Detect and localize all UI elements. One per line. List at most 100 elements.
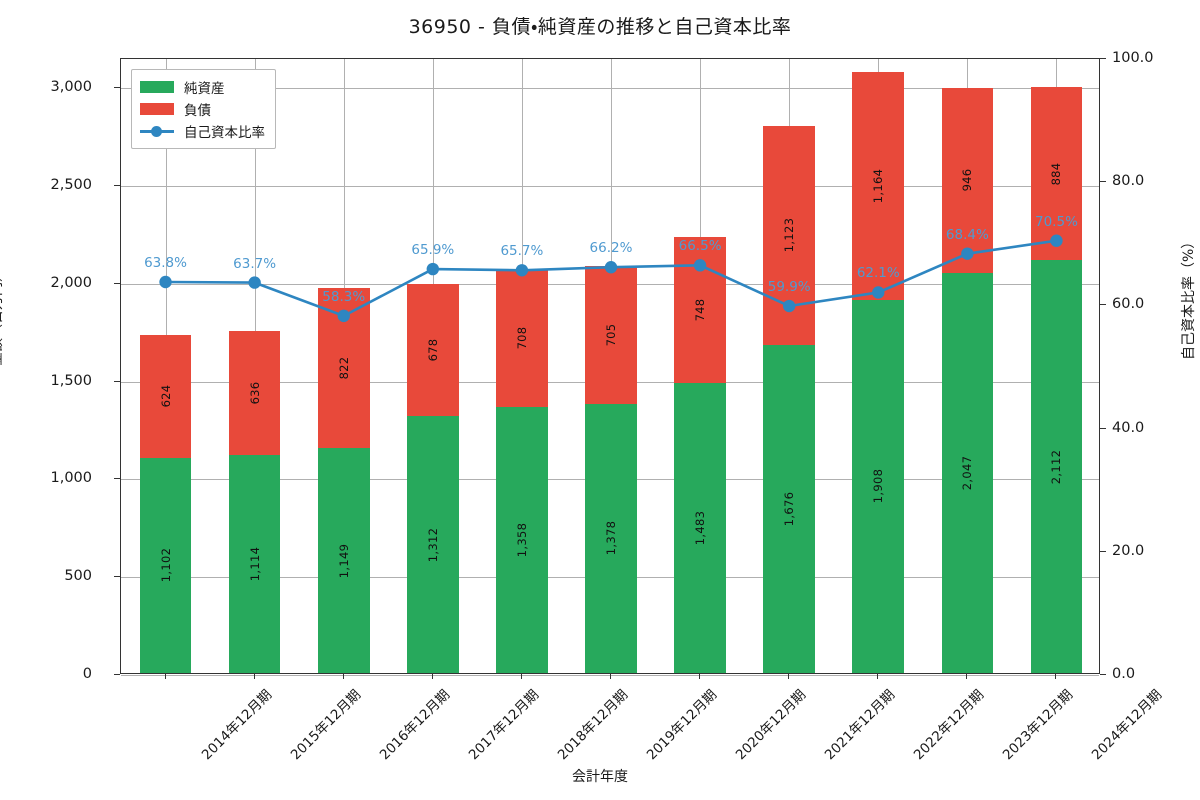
- bar-segment-equity[interactable]: 1,114: [228, 455, 281, 673]
- bar-value-label-liabilities: 822: [336, 356, 351, 380]
- legend-swatch-liabilities: [140, 103, 174, 115]
- bar-segment-equity[interactable]: 1,149: [317, 448, 370, 673]
- legend-label-equity-ratio: 自己資本比率: [184, 125, 265, 141]
- bar-segment-equity[interactable]: 1,908: [852, 299, 905, 673]
- x-axis-tick-label: 2023年12月期: [1000, 686, 1077, 764]
- y-axis-right-tick-mark: [1100, 674, 1106, 675]
- bar-value-label-equity: 1,102: [158, 548, 173, 583]
- gridline-horizontal: [121, 186, 1099, 188]
- bar-value-label-liabilities: 705: [603, 323, 618, 347]
- y-axis-right-tick-label: 60.0: [1112, 296, 1145, 313]
- bar-value-label-equity: 1,114: [247, 546, 262, 582]
- chart-title: 36950 - 負債・純資産の推移と自己資本比率: [408, 16, 792, 38]
- bar-value-label-liabilities: 624: [158, 385, 173, 408]
- x-axis-tick-label: 2022年12月期: [911, 686, 988, 764]
- bar-segment-equity[interactable]: 1,102: [139, 457, 192, 673]
- bar-group[interactable]: 1,378 705: [585, 265, 637, 673]
- bar-segment-equity[interactable]: 1,483: [674, 383, 726, 673]
- x-axis-tick-mark: [699, 674, 701, 679]
- bar-value-label-liabilities: 946: [960, 168, 975, 192]
- bar-group[interactable]: 1,149 822: [317, 287, 370, 673]
- bar-group[interactable]: 1,114 636: [228, 330, 281, 673]
- legend-item-liabilities: 負債: [140, 98, 265, 120]
- y-axis-left-tick-mark: [114, 576, 120, 578]
- bar-segment-liabilities[interactable]: 946: [941, 87, 994, 273]
- bar-segment-liabilities[interactable]: 624: [139, 335, 192, 458]
- x-axis-tick-mark: [788, 674, 790, 679]
- bar-value-label-equity: 1,676: [782, 491, 797, 527]
- y-axis-left-tick-mark: [114, 282, 120, 284]
- y-axis-right-tick-label: 20.0: [1112, 542, 1145, 559]
- y-axis-right-tick-mark: [1100, 427, 1106, 429]
- bar-group[interactable]: 1,312 678: [406, 283, 459, 673]
- y-axis-left-tick-mark: [114, 380, 120, 382]
- legend-item-equity-ratio: 自己資本比率: [140, 120, 265, 142]
- bar-segment-liabilities[interactable]: 1,123: [763, 125, 816, 346]
- y-axis-left-tick-label: 3,000: [50, 79, 92, 96]
- x-axis-label: 会計年度: [572, 769, 628, 785]
- x-axis-tick-mark: [1055, 674, 1057, 679]
- bar-segment-liabilities[interactable]: 708: [496, 268, 548, 408]
- ratio-value-label: 65.9%: [411, 242, 455, 259]
- ratio-value-label: 58.3%: [322, 288, 366, 305]
- ratio-value-label: 62.1%: [856, 265, 900, 282]
- bar-group[interactable]: 1,483 748: [674, 236, 726, 673]
- legend-label-equity: 純資産: [184, 81, 225, 97]
- x-axis-tick-label: 2015年12月期: [287, 686, 364, 764]
- y-axis-left-tick-label: 0: [82, 666, 92, 682]
- x-axis-tick-mark: [253, 674, 255, 679]
- x-axis-tick-label: 2018年12月期: [554, 686, 632, 764]
- ratio-value-label: 66.5%: [678, 238, 722, 255]
- y-axis-right-tick-mark: [1100, 304, 1106, 306]
- y-axis-right-tick-mark: [1100, 181, 1106, 183]
- x-axis-tick-mark: [431, 674, 433, 679]
- bar-segment-liabilities[interactable]: 884: [1030, 87, 1083, 260]
- bar-value-label-equity: 1,149: [336, 543, 351, 578]
- bar-value-label-liabilities: 708: [514, 326, 529, 350]
- x-axis-tick-label: 2020年12月期: [732, 686, 810, 764]
- y-axis-left-tick-label: 2,000: [50, 274, 92, 291]
- ratio-value-label: 63.7%: [233, 255, 277, 272]
- bar-segment-equity[interactable]: 2,112: [1030, 260, 1083, 673]
- y-axis-right-tick-label: 80.0: [1112, 173, 1145, 190]
- bar-value-label-equity: 1,378: [603, 521, 618, 556]
- bar-value-label-liabilities: 636: [247, 381, 262, 405]
- gridline-horizontal: [121, 88, 1099, 90]
- bar-segment-liabilities[interactable]: 748: [674, 236, 726, 383]
- bar-group[interactable]: 1,102 624: [139, 335, 192, 673]
- bar-group[interactable]: 1,908 1,164: [852, 72, 905, 673]
- bar-segment-liabilities[interactable]: 678: [406, 283, 459, 417]
- bar-group[interactable]: 1,358 708: [496, 268, 548, 673]
- y-axis-right-tick-label: 0.0: [1112, 666, 1136, 682]
- x-axis-tick-mark: [520, 674, 522, 679]
- bar-group[interactable]: 2,112 884: [1030, 87, 1083, 673]
- bar-value-label-equity: 1,358: [514, 523, 529, 558]
- bar-value-label-equity: 2,047: [960, 455, 975, 491]
- bar-segment-liabilities[interactable]: 822: [317, 287, 370, 449]
- x-axis-tick-label: 2024年12月期: [1089, 686, 1166, 764]
- bar-segment-equity[interactable]: 2,047: [941, 272, 994, 673]
- bar-segment-liabilities[interactable]: 705: [585, 265, 637, 404]
- y-axis-left-tick-label: 500: [64, 568, 92, 585]
- bar-value-label-equity: 1,483: [693, 510, 708, 546]
- ratio-value-label: 63.8%: [144, 254, 187, 271]
- bar-segment-equity[interactable]: 1,358: [496, 407, 548, 673]
- bar-group[interactable]: 2,047 946: [941, 87, 994, 673]
- bar-segment-equity[interactable]: 1,676: [763, 345, 816, 673]
- bar-group[interactable]: 1,676 1,123: [763, 125, 816, 673]
- x-axis-tick-mark: [966, 674, 968, 679]
- ratio-value-label: 68.4%: [945, 226, 989, 243]
- bar-segment-liabilities[interactable]: 636: [228, 330, 281, 456]
- y-axis-left-tick-label: 2,500: [50, 177, 92, 194]
- y-axis-left-tick-label: 1,500: [50, 372, 92, 389]
- y-axis-right-label: 自己資本比率（%）: [1181, 234, 1197, 360]
- bar-value-label-equity: 2,112: [1049, 449, 1064, 484]
- legend-swatch-equity: [140, 81, 174, 93]
- bar-segment-equity[interactable]: 1,312: [406, 416, 459, 673]
- y-axis-right-tick-label: 100.0: [1112, 50, 1154, 66]
- x-axis-tick-label: 2016年12月期: [376, 686, 453, 764]
- bar-value-label-liabilities: 678: [425, 338, 440, 362]
- bar-segment-equity[interactable]: 1,378: [585, 403, 637, 673]
- ratio-value-label: 66.2%: [589, 240, 633, 257]
